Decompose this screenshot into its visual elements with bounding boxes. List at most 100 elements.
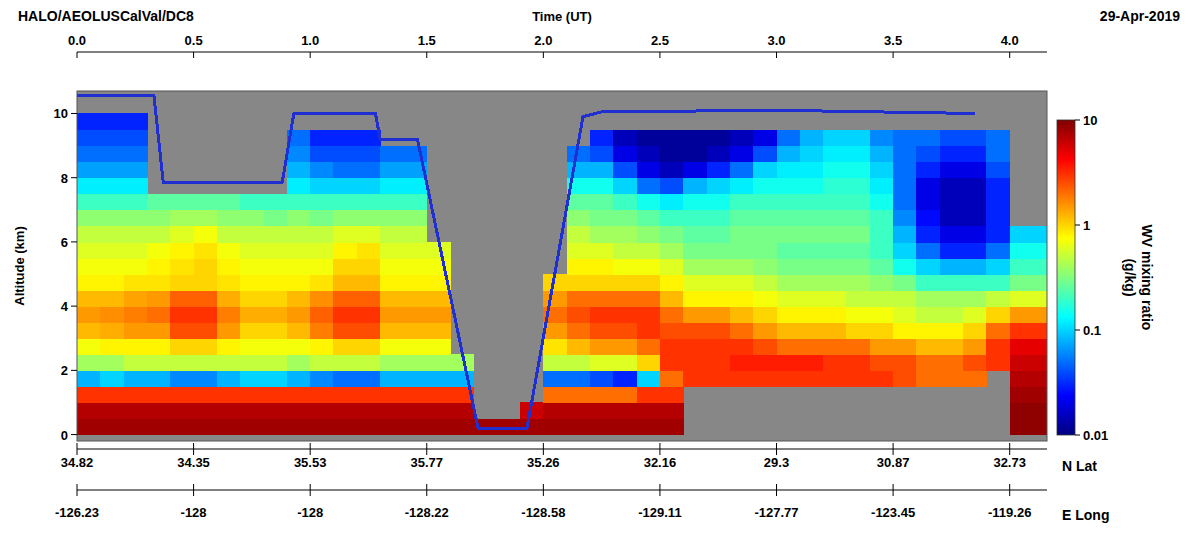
cell xyxy=(77,178,101,195)
cell xyxy=(427,322,451,339)
cell xyxy=(287,419,311,436)
cell xyxy=(613,258,637,275)
cell xyxy=(753,242,777,259)
cell xyxy=(683,306,707,323)
cell xyxy=(1033,354,1047,371)
cell xyxy=(893,306,917,323)
cell xyxy=(264,306,288,323)
cell xyxy=(194,354,218,371)
cell xyxy=(427,402,451,419)
cell xyxy=(240,242,264,259)
cell xyxy=(357,146,381,163)
cell xyxy=(543,354,567,371)
cell xyxy=(427,419,451,436)
plot-frame xyxy=(77,91,1047,441)
lon-label: -123.45 xyxy=(871,505,915,520)
cell xyxy=(403,338,427,355)
cell xyxy=(613,162,637,179)
cell xyxy=(380,370,404,387)
y-tick-label: 6 xyxy=(61,235,68,250)
cell xyxy=(264,322,288,339)
x-tick xyxy=(310,52,311,58)
cell xyxy=(637,146,661,163)
cell xyxy=(287,210,311,227)
cell xyxy=(613,338,637,355)
cell xyxy=(730,178,754,195)
chart: 0246810Altitude (km)0.00.51.01.52.02.53.… xyxy=(0,0,1190,542)
cell xyxy=(870,130,894,147)
y-tick xyxy=(71,177,77,178)
cell xyxy=(986,130,1010,147)
cell xyxy=(333,338,357,355)
cell xyxy=(963,354,987,371)
cell xyxy=(100,338,124,355)
cell xyxy=(357,370,381,387)
colorbar-tick-label: 0.1 xyxy=(1083,323,1101,338)
date: 29-Apr-2019 xyxy=(1100,8,1180,24)
colorbar-title: WV mixing ratio(g/kg) xyxy=(1122,225,1155,331)
cell xyxy=(287,242,311,259)
cell xyxy=(567,306,591,323)
cell xyxy=(590,338,614,355)
cell xyxy=(613,226,637,243)
cell xyxy=(590,354,614,371)
cell xyxy=(194,338,218,355)
cell xyxy=(77,162,101,179)
cell xyxy=(170,419,194,436)
cell xyxy=(940,258,964,275)
cell xyxy=(100,322,124,339)
cell xyxy=(357,210,381,227)
cell xyxy=(310,402,334,419)
cell xyxy=(380,338,404,355)
y-tick xyxy=(71,434,77,435)
colorbar-title-line: (g/kg) xyxy=(1122,258,1138,296)
cell xyxy=(590,146,614,163)
cell xyxy=(567,274,591,291)
cell xyxy=(730,258,754,275)
cell xyxy=(800,370,824,387)
cell xyxy=(613,370,637,387)
cell xyxy=(380,274,404,291)
cell xyxy=(450,402,474,419)
cell xyxy=(893,274,917,291)
cell xyxy=(660,146,684,163)
cell xyxy=(870,274,894,291)
cell xyxy=(683,370,707,387)
cell xyxy=(870,226,894,243)
cell xyxy=(217,402,241,419)
cell xyxy=(870,162,894,179)
cell xyxy=(870,146,894,163)
cell xyxy=(986,178,1010,195)
cell xyxy=(170,370,194,387)
cell xyxy=(823,130,847,147)
cell xyxy=(357,274,381,291)
cell xyxy=(240,386,264,403)
cell xyxy=(777,258,801,275)
cell xyxy=(310,226,334,243)
cell xyxy=(333,322,357,339)
cell xyxy=(707,146,731,163)
lon-label: -128 xyxy=(181,505,207,520)
cell xyxy=(800,178,824,195)
cell xyxy=(986,194,1010,211)
cell xyxy=(613,146,637,163)
cell xyxy=(823,338,847,355)
cell xyxy=(124,402,148,419)
cell xyxy=(613,290,637,307)
cell xyxy=(963,178,987,195)
cell xyxy=(567,338,591,355)
cell xyxy=(194,402,218,419)
cell xyxy=(986,210,1010,227)
cell xyxy=(1033,226,1047,243)
cell xyxy=(147,354,171,371)
cell xyxy=(660,419,684,436)
cell xyxy=(683,290,707,307)
cell xyxy=(333,178,357,195)
cell xyxy=(916,258,940,275)
cell xyxy=(660,354,684,371)
cell xyxy=(333,242,357,259)
cell xyxy=(124,322,148,339)
cell xyxy=(986,162,1010,179)
cell xyxy=(707,162,731,179)
cell xyxy=(170,194,194,211)
